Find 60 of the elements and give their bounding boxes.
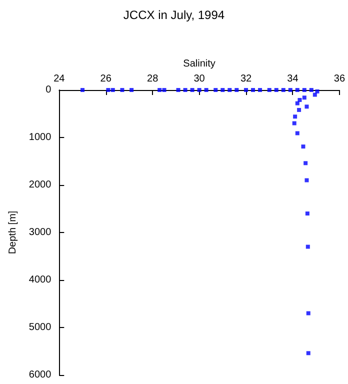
point xyxy=(162,88,166,92)
y-axis-title: Depth [m] xyxy=(8,210,18,254)
point xyxy=(312,92,317,97)
point xyxy=(288,88,292,92)
x-tick-label: 26 xyxy=(100,74,112,84)
x-tick-label: 24 xyxy=(54,74,66,84)
x-tick-label: 32 xyxy=(240,74,252,84)
point xyxy=(251,88,256,92)
point xyxy=(293,114,298,119)
point xyxy=(295,131,300,136)
point xyxy=(267,88,272,92)
y-tick-label: 0 xyxy=(46,84,52,96)
point xyxy=(304,104,309,109)
point xyxy=(190,88,194,92)
y-tick-label: 1000 xyxy=(28,132,52,143)
point xyxy=(295,101,300,106)
point xyxy=(304,161,308,166)
x-tick-label: 34 xyxy=(287,74,299,84)
point xyxy=(106,88,110,92)
point xyxy=(130,88,134,92)
y-tick-label: 3000 xyxy=(28,227,52,238)
point xyxy=(301,144,306,149)
point xyxy=(110,88,115,92)
point xyxy=(228,88,232,92)
point xyxy=(234,88,239,92)
point xyxy=(281,88,286,92)
point xyxy=(315,89,320,94)
point xyxy=(297,108,302,112)
point xyxy=(158,88,162,92)
point xyxy=(295,88,300,92)
point xyxy=(258,88,262,92)
point xyxy=(220,88,225,92)
point xyxy=(214,88,218,92)
point xyxy=(306,244,310,249)
point xyxy=(244,88,248,92)
x-tick-label: 36 xyxy=(334,74,346,84)
point xyxy=(292,121,296,126)
point xyxy=(176,88,180,92)
chart-title: JCCX in July, 1994 xyxy=(123,8,225,22)
x-tick-label: 28 xyxy=(147,74,159,84)
point xyxy=(304,178,309,182)
point xyxy=(309,88,314,92)
point xyxy=(204,88,208,92)
point xyxy=(302,88,306,92)
point xyxy=(120,88,124,92)
point xyxy=(305,212,310,216)
point xyxy=(183,88,188,92)
point xyxy=(306,351,310,356)
y-tick-label: 5000 xyxy=(28,322,52,333)
point xyxy=(197,88,202,92)
y-tick-label: 2000 xyxy=(28,180,52,190)
point xyxy=(80,88,85,92)
point xyxy=(274,88,278,92)
x-tick-label: 30 xyxy=(194,74,206,84)
y-tick-label: 4000 xyxy=(28,274,52,286)
point xyxy=(298,98,302,102)
point xyxy=(302,96,306,100)
y-tick-label: 6000 xyxy=(28,370,52,380)
point xyxy=(306,311,310,316)
x-axis-title: Salinity xyxy=(183,58,216,70)
